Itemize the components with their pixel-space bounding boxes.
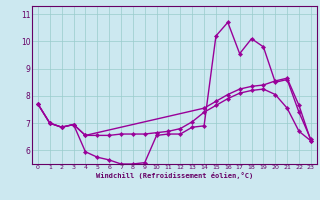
X-axis label: Windchill (Refroidissement éolien,°C): Windchill (Refroidissement éolien,°C) — [96, 172, 253, 179]
